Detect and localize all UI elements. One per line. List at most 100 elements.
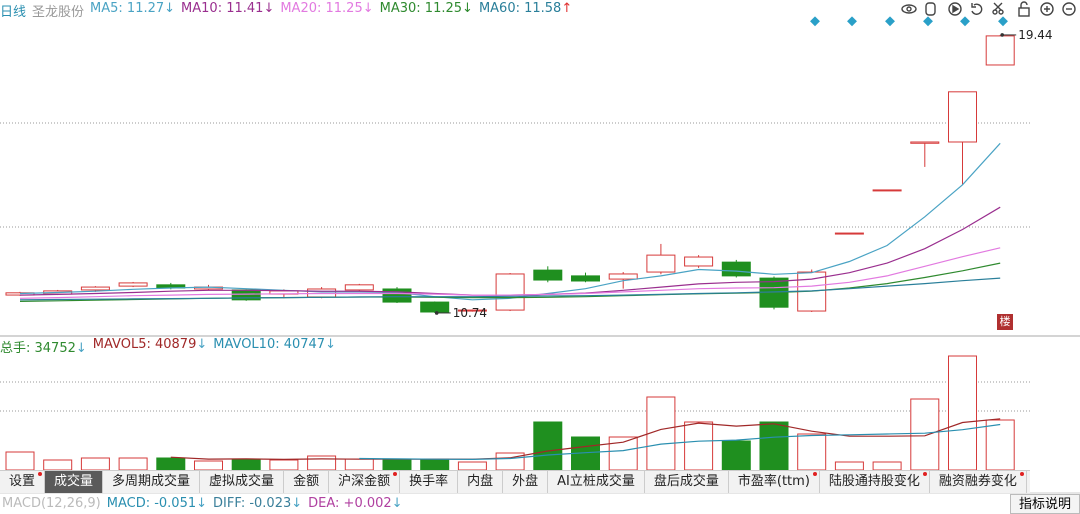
tab[interactable]: 多周期成交量 xyxy=(103,471,201,493)
tab[interactable]: AI立桩成交量 xyxy=(548,471,645,493)
candle-body xyxy=(495,273,525,311)
vol-value-label: 总手: 34752 xyxy=(0,341,76,356)
ma-line xyxy=(19,277,1001,301)
ma-line xyxy=(19,142,1001,301)
vol-value-arrow: ↓ xyxy=(325,337,336,352)
vol-value-label: MAVOL5: 40879 xyxy=(92,337,197,352)
vol-value-label: MAVOL10: 40747 xyxy=(213,337,326,352)
volume-bar xyxy=(156,457,186,471)
candle-body xyxy=(457,309,487,312)
label-dot xyxy=(434,311,439,315)
volume-bar xyxy=(43,459,73,471)
extreme-label: 19.44 xyxy=(1018,28,1052,42)
volume-bar xyxy=(684,421,714,471)
volume-bar xyxy=(231,459,261,471)
ma-value-label: MA20: 11.25 xyxy=(280,1,363,16)
volume-bar xyxy=(646,396,676,471)
candle-body xyxy=(344,284,374,291)
tab-dot xyxy=(812,472,817,476)
tab[interactable]: 设置 xyxy=(0,471,46,493)
volume-bar xyxy=(457,461,487,471)
ma-value: MA5: 11.27↓ xyxy=(90,1,175,20)
ma-value-arrow: ↓ xyxy=(362,1,374,16)
candle-body xyxy=(420,301,450,313)
ma-line xyxy=(19,247,1001,299)
tab[interactable]: 融资融券变化 xyxy=(930,471,1027,493)
tag[interactable]: 楼 xyxy=(997,314,1013,330)
tab[interactable]: 陆股通持股变化 xyxy=(820,471,930,493)
volume-bar xyxy=(910,398,940,471)
indicator-help-button[interactable]: 指标说明 xyxy=(1010,494,1080,514)
macd-value-label: DEA: +0.002 xyxy=(308,496,392,511)
ma-value: MA60: 11.58↑ xyxy=(479,1,572,20)
volume-bar xyxy=(948,355,977,471)
tab[interactable]: 内盘 xyxy=(458,471,504,493)
macd-value: DEA: +0.002↓ xyxy=(308,496,402,511)
candle-body xyxy=(985,35,1015,66)
macd-value: DIFF: -0.023↓ xyxy=(213,496,302,511)
candle-body xyxy=(533,269,563,281)
vol-value: 总手: 34752↓ xyxy=(0,337,87,356)
macd-value-arrow: ↓ xyxy=(291,496,303,511)
indicator-tabs: 设置 成交量 多周期成交量 虚拟成交量 金额 沪深金额 换手率 内盘 外盘 AI立桩成交量 盘后成交… xyxy=(0,470,1030,493)
macd-value: MACD: -0.051↓ xyxy=(107,496,207,511)
volume-header: 总手: 34752↓ MAVOL5: 40879↓ MAVOL10: 40747↓ xyxy=(0,337,336,356)
macd-value-arrow: ↓ xyxy=(196,496,208,511)
volume-bar xyxy=(307,455,337,471)
ma-value-label: MA10: 11.41 xyxy=(181,1,264,16)
candle-body xyxy=(684,256,714,267)
macd-value: MACD(12,26,9) xyxy=(2,496,101,511)
vol-value: MAVOL10: 40747↓ xyxy=(213,337,336,356)
tab[interactable]: 虚拟成交量 xyxy=(200,471,285,493)
ma-value-arrow: ↓ xyxy=(263,1,275,16)
ma-value-arrow: ↑ xyxy=(561,1,573,16)
volume-bar xyxy=(5,451,35,471)
macd-value-arrow: ↓ xyxy=(391,496,403,511)
volume-bar xyxy=(834,461,864,471)
candle-body xyxy=(948,91,977,143)
ma-value: MA10: 11.41↓ xyxy=(181,1,274,20)
volume-bar xyxy=(118,457,148,471)
toolbar-icons[interactable] xyxy=(901,1,1076,17)
volume-bar xyxy=(382,458,412,471)
price-header: 日线 圣龙股份 MA5: 11.27↓ MA10: 11.41↓ MA20: 11.… xyxy=(0,1,572,20)
candle-body xyxy=(382,288,412,303)
candle-body xyxy=(571,275,600,282)
volume-bar xyxy=(872,461,902,471)
candle-body xyxy=(721,261,751,277)
tab[interactable]: 市盈率(ttm) xyxy=(729,471,820,493)
tab-dot xyxy=(922,472,927,476)
tab[interactable]: 换手率 xyxy=(400,471,459,493)
ma-line xyxy=(359,423,1001,461)
volume-bar xyxy=(797,433,827,471)
vol-value-arrow: ↓ xyxy=(196,337,208,352)
volume-bar xyxy=(533,421,563,471)
tab-dot xyxy=(393,472,398,476)
stock-name: 圣龙股份 xyxy=(32,5,85,20)
volume-bar xyxy=(420,458,450,471)
ma-value-arrow: ↓ xyxy=(462,1,473,16)
tab[interactable]: 沪深金额 xyxy=(329,471,401,493)
ma-value-label: MA5: 11.27 xyxy=(90,1,165,16)
candle-body xyxy=(646,254,676,273)
macd-value-label: DIFF: -0.023 xyxy=(213,496,292,511)
candle-body xyxy=(80,286,110,291)
ma-value: MA30: 11.25↓ xyxy=(380,1,473,20)
volume-bar xyxy=(344,458,374,471)
tab[interactable]: 外盘 xyxy=(503,471,549,493)
extreme-label: 10.74 xyxy=(453,306,487,320)
candle-body xyxy=(872,189,902,192)
macd-header: MACD(12,26,9) MACD: -0.051↓ DIFF: -0.023↓ D… xyxy=(2,496,403,511)
tab[interactable]: 盘后成交量 xyxy=(645,471,729,493)
ma-value: MA20: 11.25↓ xyxy=(280,1,373,20)
volume-bar xyxy=(269,459,299,471)
candle-body xyxy=(608,273,638,280)
ma-value-label: MA60: 11.58 xyxy=(478,1,562,16)
period: 日线 xyxy=(0,5,27,20)
tab[interactable]: 成交量 xyxy=(45,471,104,493)
tab-dot xyxy=(1019,472,1024,476)
tab[interactable]: 金额 xyxy=(284,471,330,493)
macd-value-label: MACD: -0.051 xyxy=(106,496,197,511)
